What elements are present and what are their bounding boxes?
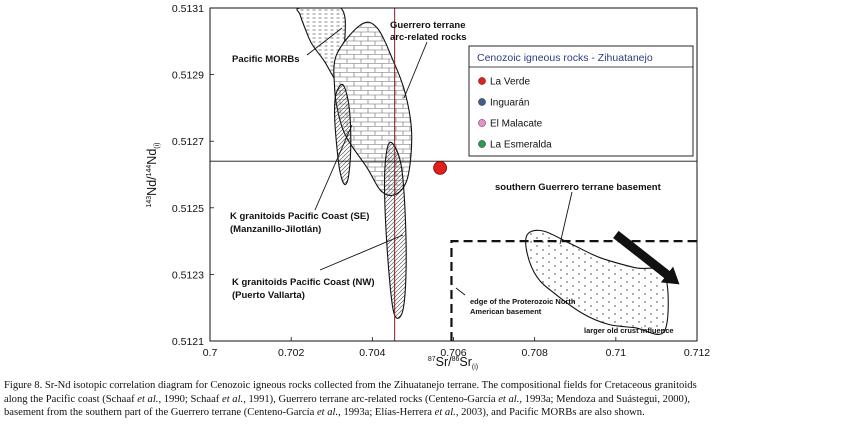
- label-old-crust: larger old crust influence: [584, 326, 674, 335]
- x-axis: 0.7 0.702 0.704 0.706 0.708 0.71 0.712: [203, 337, 710, 359]
- y-axis-title: 143Nd/144Nd(i): [145, 142, 161, 207]
- y-tick-label: 0.5121: [172, 336, 204, 348]
- y-tick-label: 0.5123: [172, 269, 204, 281]
- label-guerrero-1: Guerrero terrane: [390, 20, 466, 31]
- legend-marker-el-malacate: [478, 119, 486, 127]
- legend-title: Cenozoic igneous rocks - Zihuatanejo: [477, 52, 653, 64]
- leader-k-nw: [319, 234, 404, 271]
- x-tick-label: 0.71: [606, 347, 627, 359]
- caption-line-3: basement from the southern part of the G…: [4, 407, 645, 419]
- leader-lines: [306, 27, 573, 296]
- label-edge-1: edge of the Proterozoic North: [470, 297, 576, 306]
- label-pacific-morbs: Pacific MORBs: [232, 54, 300, 65]
- label-guerrero-2: arc-related rocks: [390, 32, 467, 43]
- leader-morb: [306, 27, 343, 56]
- legend-marker-la-esmeralda: [478, 140, 486, 148]
- x-tick-label: 0.702: [278, 347, 304, 359]
- compositional-fields: [296, 8, 669, 335]
- label-k-se-2: (Manzanillo-Jilotlán): [230, 224, 321, 235]
- figure-caption: Figure 8. Sr-Nd isotopic correlation dia…: [4, 379, 860, 420]
- leader-edge: [455, 287, 466, 296]
- field-pacific-morbs: [296, 8, 346, 83]
- data-point-la-verde: [433, 160, 448, 175]
- label-k-se-1: K granitoids Pacific Coast (SE): [230, 211, 369, 222]
- legend-box: [468, 45, 694, 157]
- label-k-nw-2: (Puerto Vallarta): [232, 290, 305, 301]
- y-tick-label: 0.5125: [172, 203, 204, 215]
- sr-nd-chart: 0.7 0.702 0.704 0.706 0.708 0.71 0.712 0.51210…: [145, 3, 710, 371]
- y-tick-label: 0.5129: [172, 70, 204, 82]
- x-tick-label: 0.708: [522, 347, 548, 359]
- leader-k-se: [314, 124, 353, 211]
- legend-label-inguar-n: Inguarán: [490, 98, 529, 109]
- x-tick-label: 0.706: [440, 347, 466, 359]
- proterozoic-boundary: [450, 240, 697, 341]
- field-k-granitoids-pacific-coast-se: [334, 83, 352, 186]
- legend-marker-la-verde: [478, 77, 486, 85]
- y-tick-label: 0.5131: [172, 3, 204, 15]
- field-k-granitoids-pacific-coast-nw: [383, 141, 407, 319]
- legend-label-el-malacate: El Malacate: [490, 119, 543, 130]
- caption-line-1: Figure 8. Sr-Nd isotopic correlation dia…: [4, 380, 697, 391]
- x-tick-label: 0.7: [203, 347, 218, 359]
- old-crust-arrow: [613, 230, 680, 285]
- legend: Cenozoic igneous rocks - Zihuatanejo La …: [468, 45, 694, 157]
- legend-label-la-esmeralda: La Esmeralda: [490, 140, 552, 151]
- leader-guerrero: [403, 41, 428, 99]
- x-axis-title: 87Sr/86Sr(i): [428, 355, 478, 371]
- x-tick-label: 0.712: [684, 347, 710, 359]
- label-k-nw-1: K granitoids Pacific Coast (NW): [232, 277, 375, 288]
- legend-label-la-verde: La Verde: [490, 77, 530, 88]
- field-southern-guerrero-terrane-basement: [525, 229, 669, 335]
- caption-line-2: along the Pacific coast (Schaaf et al., …: [4, 393, 691, 405]
- x-tick-label: 0.704: [359, 347, 385, 359]
- y-tick-label: 0.5127: [172, 136, 204, 148]
- y-axis: 0.5121 0.5123 0.5125 0.5127 0.5129 0.5131: [172, 3, 214, 348]
- leader-basement: [559, 191, 573, 245]
- label-basement: southern Guerrero terrane basement: [495, 182, 662, 193]
- label-edge-2: American basement: [470, 307, 542, 316]
- legend-marker-inguar-n: [478, 98, 486, 106]
